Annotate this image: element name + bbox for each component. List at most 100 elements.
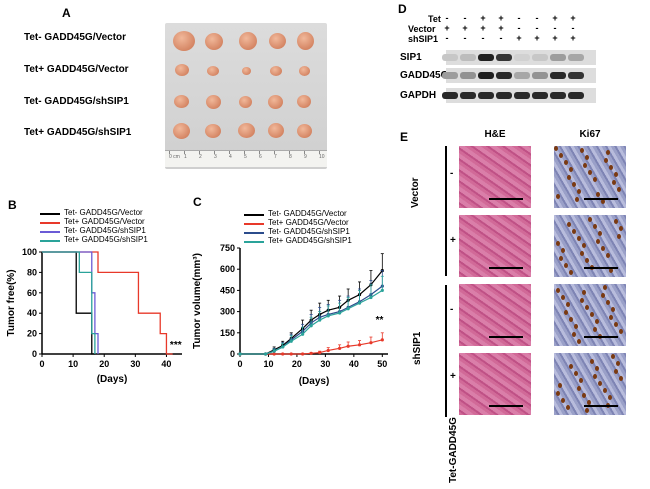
ki67-positive-nucleus <box>559 153 563 158</box>
ki67-positive-nucleus <box>577 189 581 194</box>
panel-label-a: A <box>62 6 71 20</box>
ruler-tick <box>319 151 320 154</box>
wb-blot-label: SIP1 <box>400 52 422 63</box>
ki67-positive-nucleus <box>593 374 597 379</box>
scale-bar <box>584 336 618 338</box>
wb-band <box>514 92 530 99</box>
tumor <box>297 95 311 108</box>
scale-bar <box>489 198 523 200</box>
panel-label-b: B <box>8 198 17 212</box>
tumor <box>174 95 189 108</box>
wb-band <box>496 92 512 99</box>
survival-series-line <box>42 251 95 355</box>
ruler-tick-label: 4 <box>229 154 232 160</box>
scale-bar <box>489 267 523 269</box>
wb-sign: + <box>516 33 522 43</box>
ki67-stain-image <box>554 353 626 415</box>
wb-sign: + <box>444 23 450 33</box>
wb-sign: - <box>463 13 467 23</box>
data-point <box>301 352 305 356</box>
wb-condition-label: shSIP1 <box>408 34 439 44</box>
panel-a-row-label-1: Tet- GADD45G/Vector <box>24 32 127 43</box>
ki67-positive-nucleus <box>564 160 568 165</box>
ruler-tick <box>259 151 260 154</box>
wb-sign: - <box>535 13 539 23</box>
data-point <box>338 311 342 315</box>
ki67-positive-nucleus <box>569 317 573 322</box>
wb-band <box>532 92 548 99</box>
tumor <box>238 123 255 138</box>
data-point <box>326 348 330 353</box>
survival-chart: 0 20 40 60 80 100 0 10 20 30 40 Tumor free(%) (Days)… <box>6 247 182 385</box>
ki67-positive-nucleus <box>569 364 573 369</box>
ruler-tick <box>214 151 215 154</box>
y-axis-title: Tumor volume(mm³) <box>192 253 203 349</box>
wb-sign: - <box>571 23 575 33</box>
x-tick-label: 50 <box>377 359 387 369</box>
row-sign-1: - <box>450 168 454 179</box>
ruler-tick <box>169 151 170 154</box>
wb-band <box>496 54 512 61</box>
ki67-positive-nucleus <box>601 199 605 204</box>
ki67-positive-nucleus <box>614 369 618 374</box>
ki67-positive-nucleus <box>598 231 602 236</box>
panel-label-e: E <box>400 130 409 144</box>
ki67-positive-nucleus <box>580 298 584 303</box>
tumor <box>299 66 310 76</box>
significance-marker: *** <box>170 340 182 351</box>
ki67-positive-nucleus <box>564 263 568 268</box>
data-point <box>272 352 276 356</box>
wb-band <box>568 72 584 79</box>
wb-condition-label: Vector <box>408 24 436 34</box>
wb-sign: + <box>462 23 468 33</box>
scale-bar <box>489 405 523 407</box>
wb-band <box>460 54 476 61</box>
ki67-positive-nucleus <box>577 386 581 391</box>
x-tick-label: 20 <box>99 359 109 369</box>
tumor-photo: 0 cm 1 2 3 4 5 6 7 8 9 10 <box>165 23 327 169</box>
survival-legend-label: Tet- GADD45G/shSIP1 <box>64 226 146 235</box>
ki67-stain-image <box>554 284 626 346</box>
ruler-tick-label: 0 cm <box>169 154 180 160</box>
wb-blot-label: GAPDH <box>400 90 437 101</box>
wb-band <box>460 72 476 79</box>
ki67-positive-nucleus <box>606 300 610 305</box>
wb-sign: - <box>463 33 467 43</box>
ki67-positive-nucleus <box>619 226 623 231</box>
ki67-positive-nucleus <box>585 408 589 413</box>
x-tick-label: 30 <box>130 359 140 369</box>
panel-label-c: C <box>193 195 202 209</box>
ruler-tick-label: 1 <box>184 154 187 160</box>
row-sign-3: - <box>450 304 454 315</box>
data-point <box>272 349 276 353</box>
tumor <box>239 96 252 108</box>
wb-band <box>496 72 512 79</box>
wb-band <box>550 72 566 79</box>
tumor <box>297 124 312 138</box>
wb-band <box>550 54 566 61</box>
ki67-positive-nucleus <box>603 285 607 290</box>
ruler-tick-label: 2 <box>199 154 202 160</box>
ki67-positive-nucleus <box>559 256 563 261</box>
panel-b-legend: Tet- GADD45G/Vector Tet+ GADD45G/Vector Te… <box>40 208 180 252</box>
ki67-positive-nucleus <box>593 327 597 332</box>
volume-legend-swatch <box>244 241 264 243</box>
wb-sign: + <box>498 13 504 23</box>
x-axis-title: (Days) <box>97 374 128 385</box>
ki67-positive-nucleus <box>579 378 583 383</box>
ruler-tick-label: 6 <box>259 154 262 160</box>
wb-condition-label: Tet <box>428 14 441 24</box>
ki67-positive-nucleus <box>572 182 576 187</box>
data-point <box>380 288 384 292</box>
ki67-positive-nucleus <box>582 393 586 398</box>
wb-sign: + <box>552 33 558 43</box>
ki67-positive-nucleus <box>575 197 579 202</box>
tumor <box>242 67 251 75</box>
x-tick-label: 0 <box>39 359 44 369</box>
y-tick-label: 20 <box>27 329 37 339</box>
ki67-positive-nucleus <box>595 319 599 324</box>
wb-band <box>532 72 548 79</box>
x-tick-label: 40 <box>349 359 359 369</box>
bottom-label-tet-gadd45g: Tet-GADD45G <box>448 417 459 483</box>
panel-a-row-label-2: Tet+ GADD45G/Vector <box>24 64 129 75</box>
